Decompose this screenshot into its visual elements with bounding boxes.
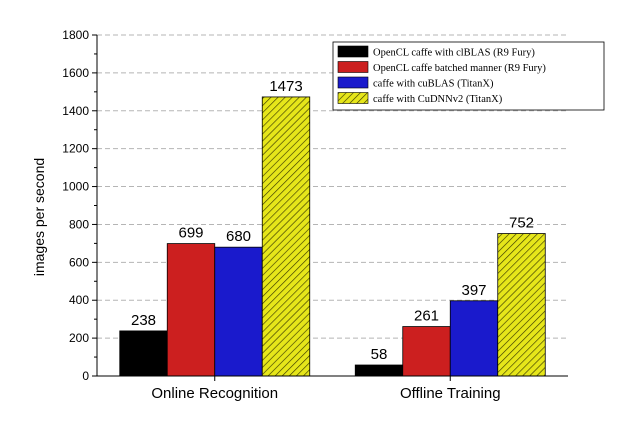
y-tick-label: 0 (82, 369, 89, 383)
legend-swatch (337, 92, 369, 104)
bars (119, 96, 546, 377)
y-tick-label: 1600 (62, 66, 89, 80)
y-tick-label: 1000 (62, 180, 89, 194)
bar-value-label: 752 (509, 215, 534, 232)
bar (214, 246, 263, 377)
bar (497, 233, 546, 377)
bar-value-label: 397 (461, 282, 486, 299)
bar-value-label: 1473 (269, 78, 302, 95)
bar (261, 96, 311, 377)
bar (449, 300, 499, 377)
bar-value-label: 261 (414, 308, 439, 325)
axes: 0 200 400 600 800 1000 1200 1400 1600 1800 Online … (62, 28, 568, 402)
y-tick-label: 1800 (62, 28, 89, 42)
bar (166, 243, 216, 377)
x-category-label: Online Recognition (151, 385, 278, 402)
y-tick-label: 1200 (62, 142, 89, 156)
y-tick-label: 400 (69, 293, 89, 307)
bar (402, 326, 451, 377)
bar-value-label: 680 (226, 228, 251, 245)
y-axis-title: images per second (31, 158, 47, 276)
y-tick-label: 600 (69, 255, 89, 269)
y-tick-label: 200 (69, 331, 89, 345)
bar-value-label: 58 (371, 346, 388, 363)
bar-value-label: 699 (178, 225, 203, 242)
value-labels: 238 699 680 1473 58 261 397 752 (131, 78, 534, 363)
bar (119, 330, 168, 377)
legend: OpenCL caffe with clBLAS (R9 Fury) OpenCL… (332, 41, 605, 111)
legend-label: caffe with cuBLAS (TitanX) (373, 79, 494, 90)
bar-value-label: 238 (131, 312, 156, 329)
y-tick-label: 800 (69, 217, 89, 231)
bar (354, 364, 404, 377)
legend-box (332, 41, 605, 111)
legend-swatch (337, 76, 369, 89)
y-tick-label: 1400 (62, 104, 89, 118)
legend-swatch (337, 61, 369, 73)
legend-label: caffe with CuDNNv2 (TitanX) (373, 94, 503, 105)
x-category-label: Offline Training (400, 385, 501, 402)
legend-label: OpenCL caffe with clBLAS (R9 Fury) (373, 48, 535, 59)
legend-label: OpenCL caffe batched manner (R9 Fury) (373, 63, 546, 74)
legend-swatch (337, 45, 369, 58)
